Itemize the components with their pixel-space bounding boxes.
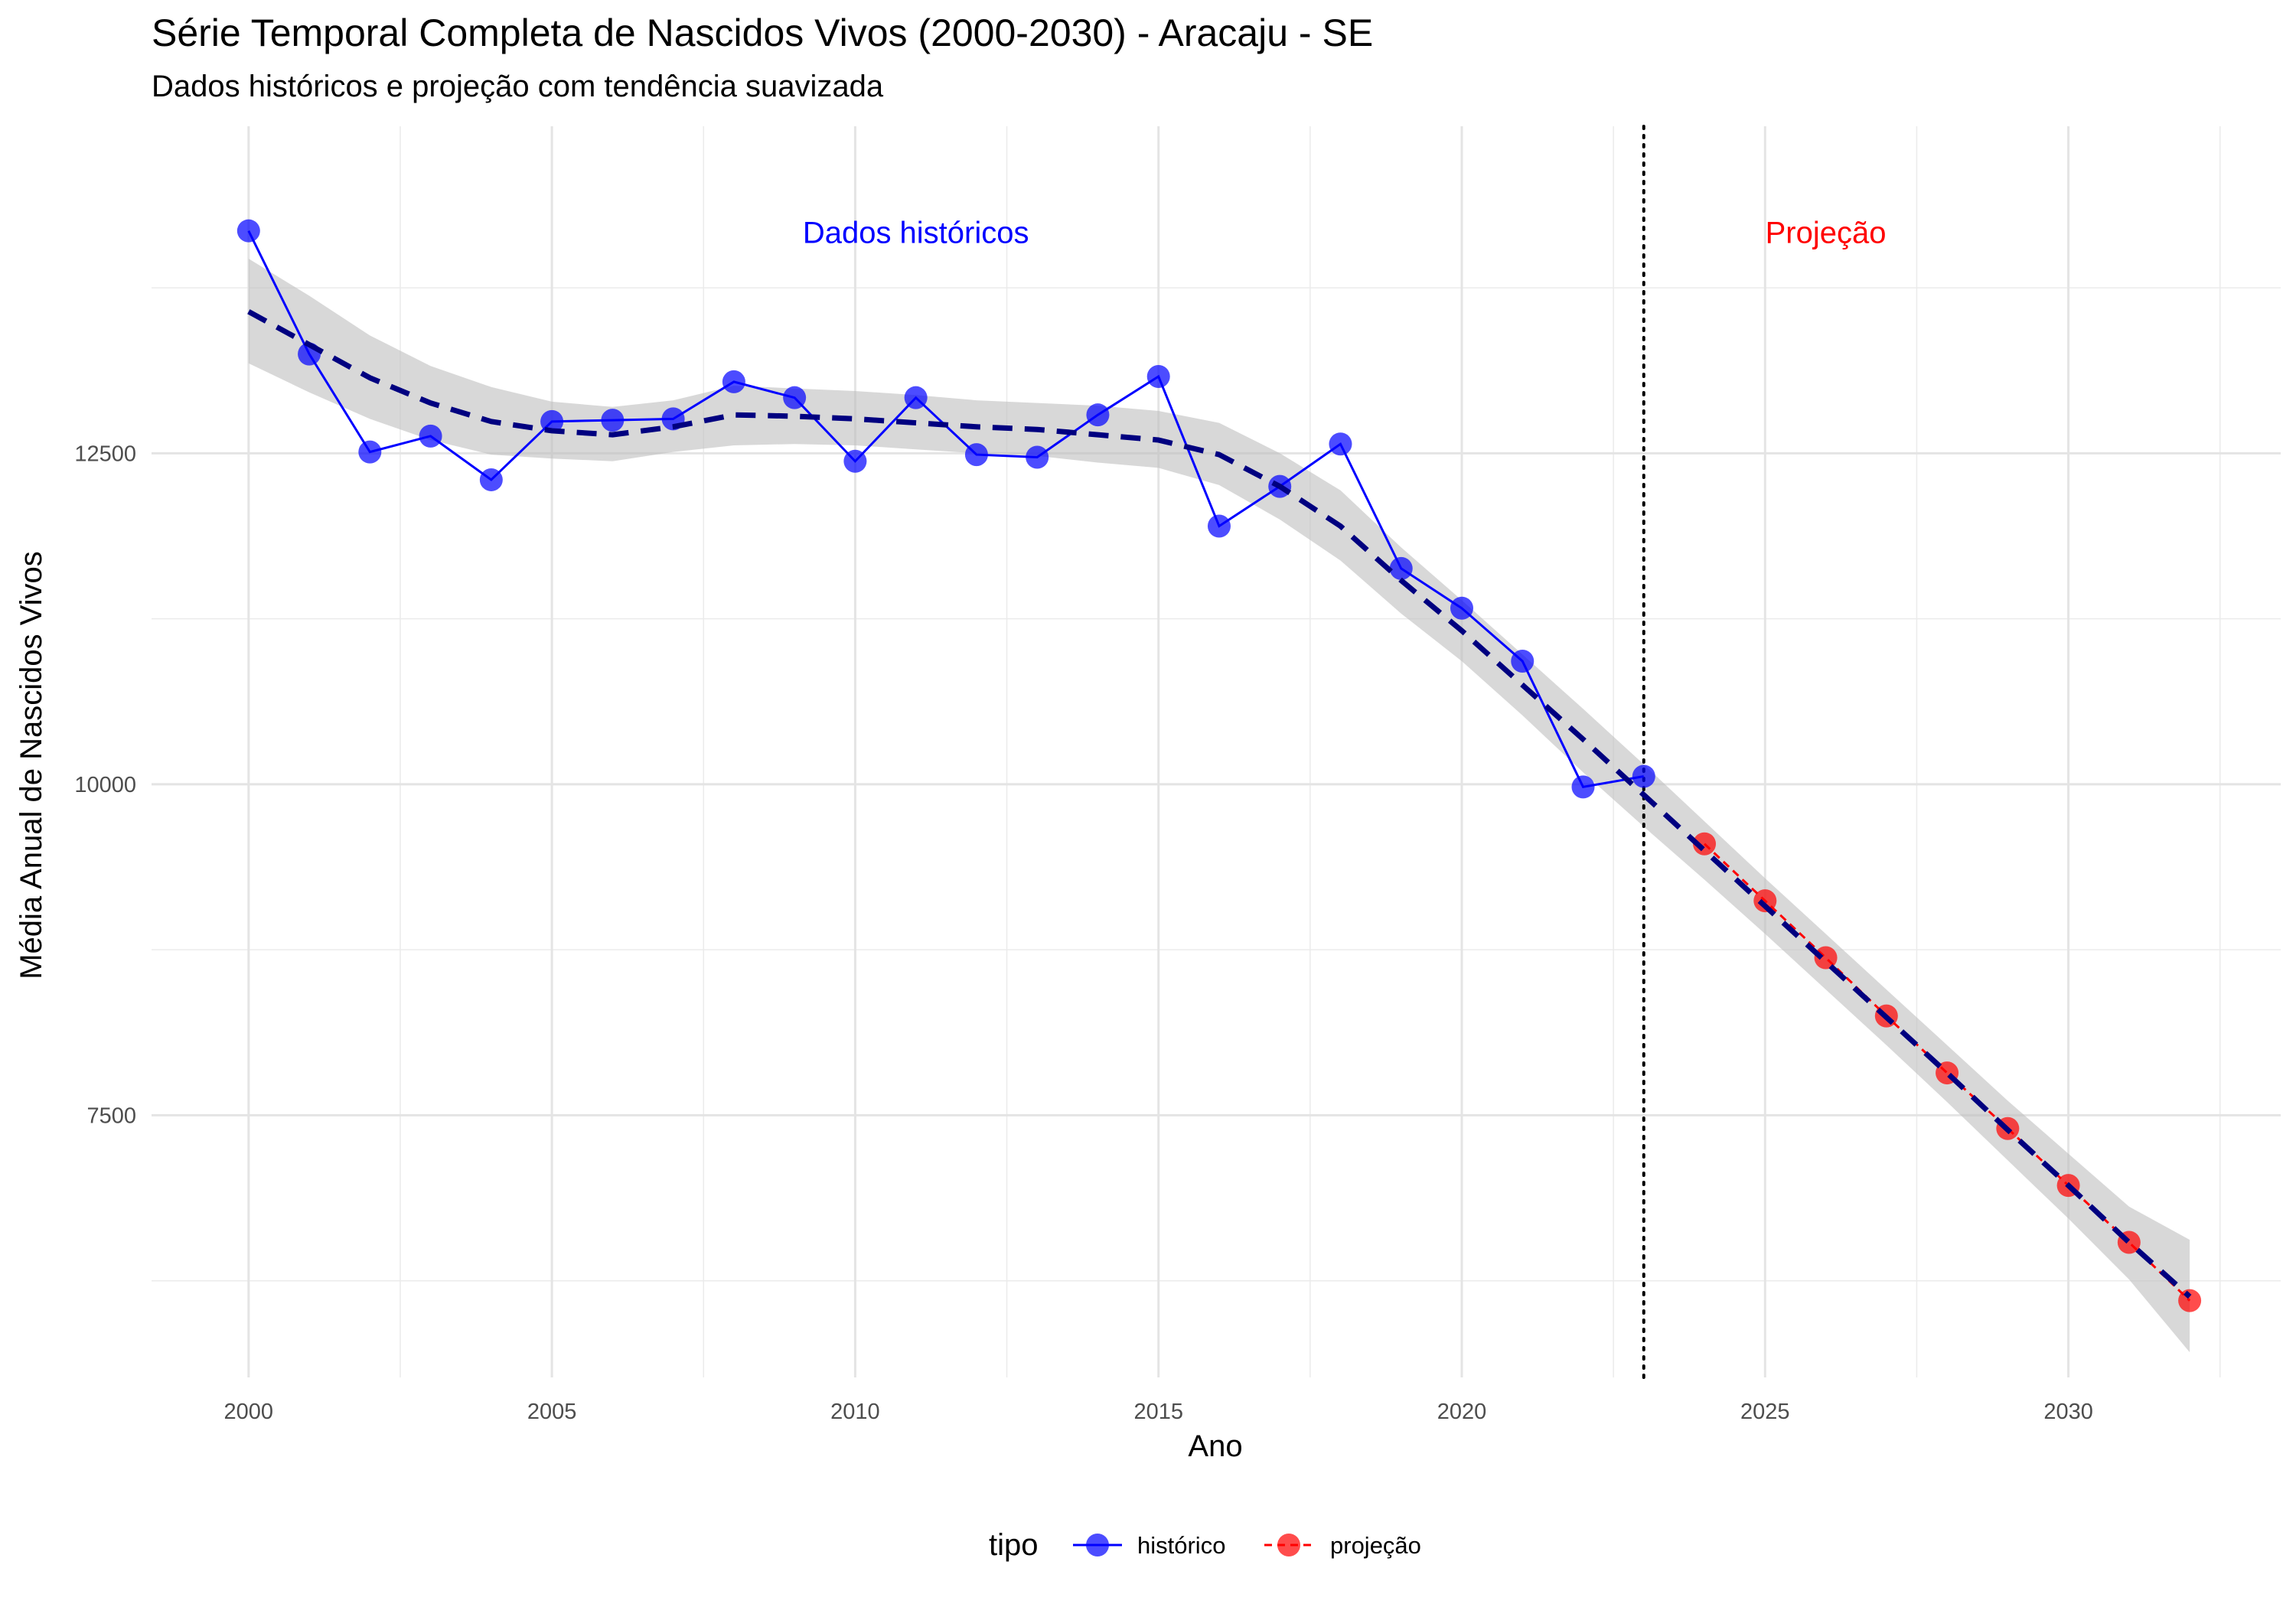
historical-point [1207,514,1231,538]
historical-point [419,424,442,448]
chart-title: Série Temporal Completa de Nascidos Vivo… [152,11,1373,54]
legend-item-historico: histórico [1073,1532,1225,1559]
historical-point [1511,649,1534,673]
historical-point [843,449,867,473]
legend-label-projecao: projeção [1330,1532,1421,1559]
y-axis-title: Média Anual de Nascidos Vivos [15,551,48,980]
legend: tipo histórico projeção [989,1528,1421,1562]
legend-key-dot-historico [1086,1534,1109,1556]
y-tick-label: 7500 [86,1103,136,1128]
historical-point [904,386,928,409]
projection-point [1814,946,1838,970]
historical-point [1571,775,1595,799]
historical-point [1146,365,1170,388]
historical-point [601,409,625,432]
y-tick-label: 10000 [74,773,136,797]
x-tick-label: 2005 [527,1400,577,1424]
historical-point [1086,403,1110,427]
annotation-historical: Dados históricos [803,216,1029,249]
legend-item-projecao: projeção [1264,1532,1421,1559]
historical-point [1026,445,1049,469]
x-tick-label: 2010 [830,1400,880,1424]
y-tick-label: 12500 [74,442,136,466]
x-tick-label: 2030 [2043,1400,2093,1424]
chart-subtitle: Dados históricos e projeção com tendênci… [152,70,884,103]
historical-point [1329,432,1352,456]
historical-point [1389,556,1413,580]
legend-label-historico: histórico [1137,1532,1225,1559]
x-tick-label: 2015 [1133,1400,1183,1424]
annotation-projection: Projeção [1766,216,1887,249]
x-axis-title: Ano [1188,1429,1242,1463]
historical-point [722,370,745,393]
projection-point [1753,889,1777,913]
trend-line [247,309,2192,1299]
historical-point [783,386,807,409]
projection-series-line [1704,843,2191,1302]
projection-point [1693,832,1717,856]
x-axis-tick-labels: 2000 2005 2010 2015 2020 2025 2030 [224,1400,2093,1424]
projection-point [2178,1289,2202,1312]
historical-point [236,219,260,243]
legend-title: tipo [989,1528,1039,1562]
historical-point [1450,596,1473,620]
x-tick-label: 2025 [1740,1400,1790,1424]
historical-points [236,219,1655,799]
trend-confidence-band [248,259,2190,1353]
historical-point [1632,764,1655,788]
x-tick-label: 2020 [1437,1400,1487,1424]
historical-point [358,440,382,464]
x-tick-label: 2000 [224,1400,274,1424]
y-axis-tick-labels: 7500 10000 12500 [74,442,136,1128]
historical-point [479,468,503,491]
legend-key-dot-projecao [1277,1534,1300,1556]
historical-point [964,443,988,467]
